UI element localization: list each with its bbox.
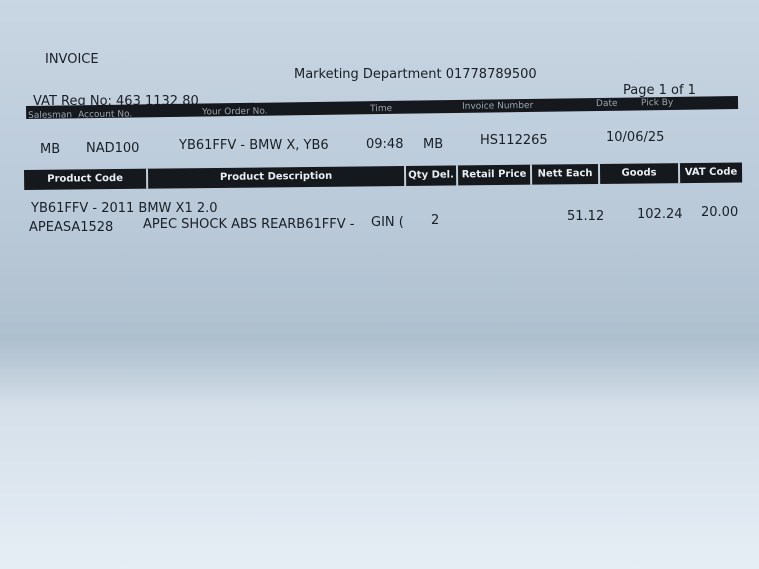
hdr-salesman: Salesman: [28, 110, 73, 121]
salesman: MB: [40, 142, 61, 157]
invoice-number: HS112265: [480, 133, 548, 148]
col-vat: VAT Code: [684, 166, 738, 179]
col-goods: Goods: [599, 163, 681, 184]
col-retail: Retail Price: [457, 164, 533, 186]
order-no: YB61FFV - BMW X, YB6: [179, 138, 329, 153]
page-number: Page 1 of 1: [623, 83, 696, 98]
vehicle-line: YB61FFV - 2011 BMW X1 2.0: [31, 201, 218, 216]
hdr-date: Date: [595, 98, 618, 110]
description-cont: GIN (: [371, 215, 404, 230]
col-qty: Qty Del.: [405, 165, 459, 186]
product-description: APEC SHOCK ABS REARB61FFV -: [143, 217, 355, 232]
product-header-bar: Product Code Product Description Qty Del…: [24, 162, 743, 190]
invoice-title: INVOICE: [45, 52, 99, 67]
col-description: Product Description: [147, 165, 407, 189]
hdr-time: Time: [370, 103, 393, 115]
product-code: APEASA1528: [29, 220, 114, 235]
pick-by: MB: [423, 137, 444, 152]
vat-code: 20.00: [701, 205, 739, 220]
department: Marketing Department 01778789500: [294, 67, 537, 82]
hdr-account: Account No.: [78, 109, 133, 121]
qty: 2: [431, 213, 440, 228]
goods: 102.24: [637, 207, 683, 222]
time: 09:48: [366, 137, 404, 152]
col-nett: Nett Each: [531, 163, 601, 185]
date: 10/06/25: [606, 130, 665, 145]
account-no: NAD100: [86, 141, 140, 156]
hdr-order: Your Order No.: [202, 106, 268, 118]
col-product-code: Product Code: [24, 168, 149, 190]
hdr-pickby: Pick By: [640, 97, 674, 109]
nett-each: 51.12: [567, 209, 605, 224]
hdr-invoice: Invoice Number: [461, 100, 534, 112]
